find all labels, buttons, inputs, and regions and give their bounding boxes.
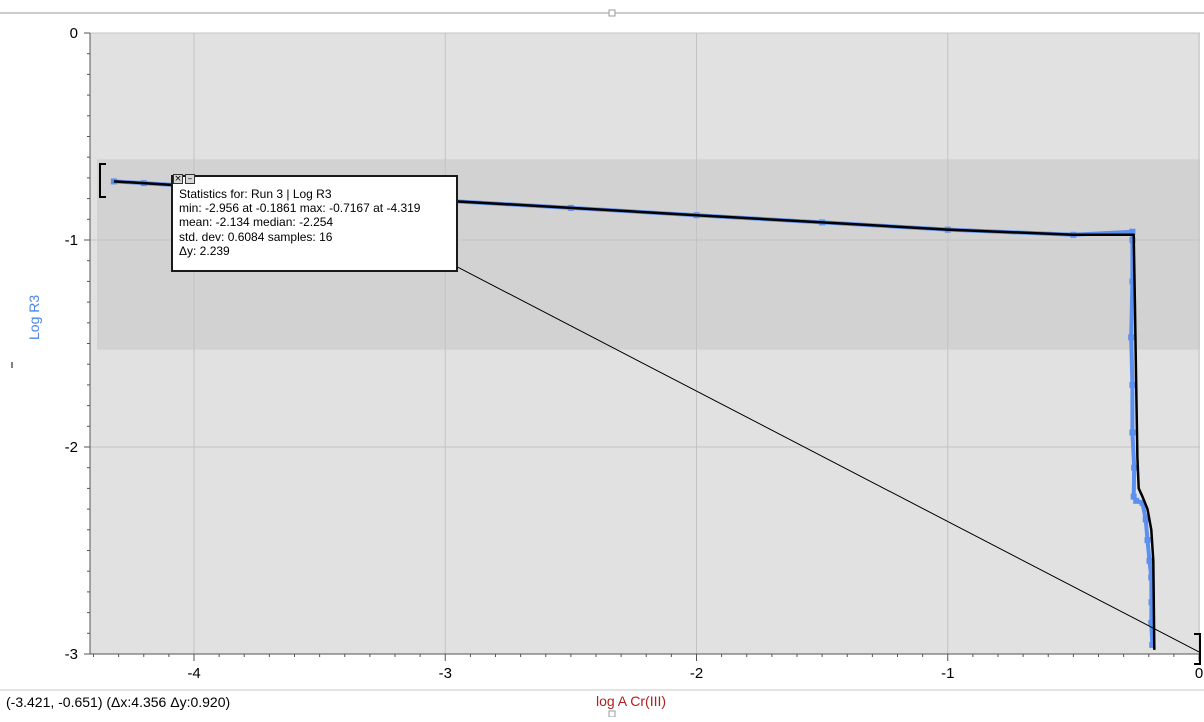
x-axis-label: log A Cr(III) [596,693,667,709]
data-point [1149,641,1156,648]
y-tick-label: -1 [65,232,78,249]
fit-curve [113,180,1156,650]
close-icon[interactable]: × [173,174,183,184]
resize-handle-bottom [608,710,616,718]
data-point [1148,574,1155,581]
statistics-box[interactable]: × – Statistics for: Run 3 | Log R3 min: … [171,174,458,272]
x-tick-label: 0 [1195,665,1203,682]
data-point [1130,493,1137,500]
stats-title: Statistics for: Run 3 | Log R3 [179,187,332,201]
left-range-bracket [99,163,106,198]
data-point [1148,599,1155,606]
data-point [1148,619,1155,626]
y-tick-label: -3 [65,646,78,663]
data-point [1133,497,1140,504]
x-tick-label: -1 [941,665,954,682]
data-point [1129,228,1136,235]
data-point [1129,278,1136,285]
data-point [1146,557,1153,564]
right-range-bracket [1194,633,1201,665]
collapse-icon[interactable]: – [185,174,195,184]
data-point [1139,499,1146,506]
stats-mean-median: mean: -2.134 median: -2.254 [179,215,334,230]
x-tick-label: -4 [187,665,200,682]
stats-delta-y: Δy: 2.239 [179,243,230,258]
data-point [1129,237,1136,243]
data-point [1129,429,1136,436]
y-tick-label: 0 [70,25,78,42]
x-tick-label: -2 [690,665,703,682]
tangent-line [445,260,1200,653]
x-tick-label: -3 [439,665,452,682]
data-point [1128,334,1135,341]
y-tick-label: -2 [65,439,78,456]
resize-handle-top [608,9,616,17]
y-axis-label: Log R3 [26,294,42,340]
data-point [1129,381,1136,388]
stats-stddev-samples: std. dev: 0.6084 samples: 16 [179,229,333,244]
data-point [1142,516,1149,523]
stats-min-max: min: -2.956 at -0.1861 max: -0.7167 at -… [179,201,421,216]
coordinate-readout: (-3.421, -0.651) (Δx:4.356 Δy:0.920) [6,694,231,710]
data-point [110,178,117,185]
data-point [1131,464,1138,471]
data-point [1144,537,1151,544]
